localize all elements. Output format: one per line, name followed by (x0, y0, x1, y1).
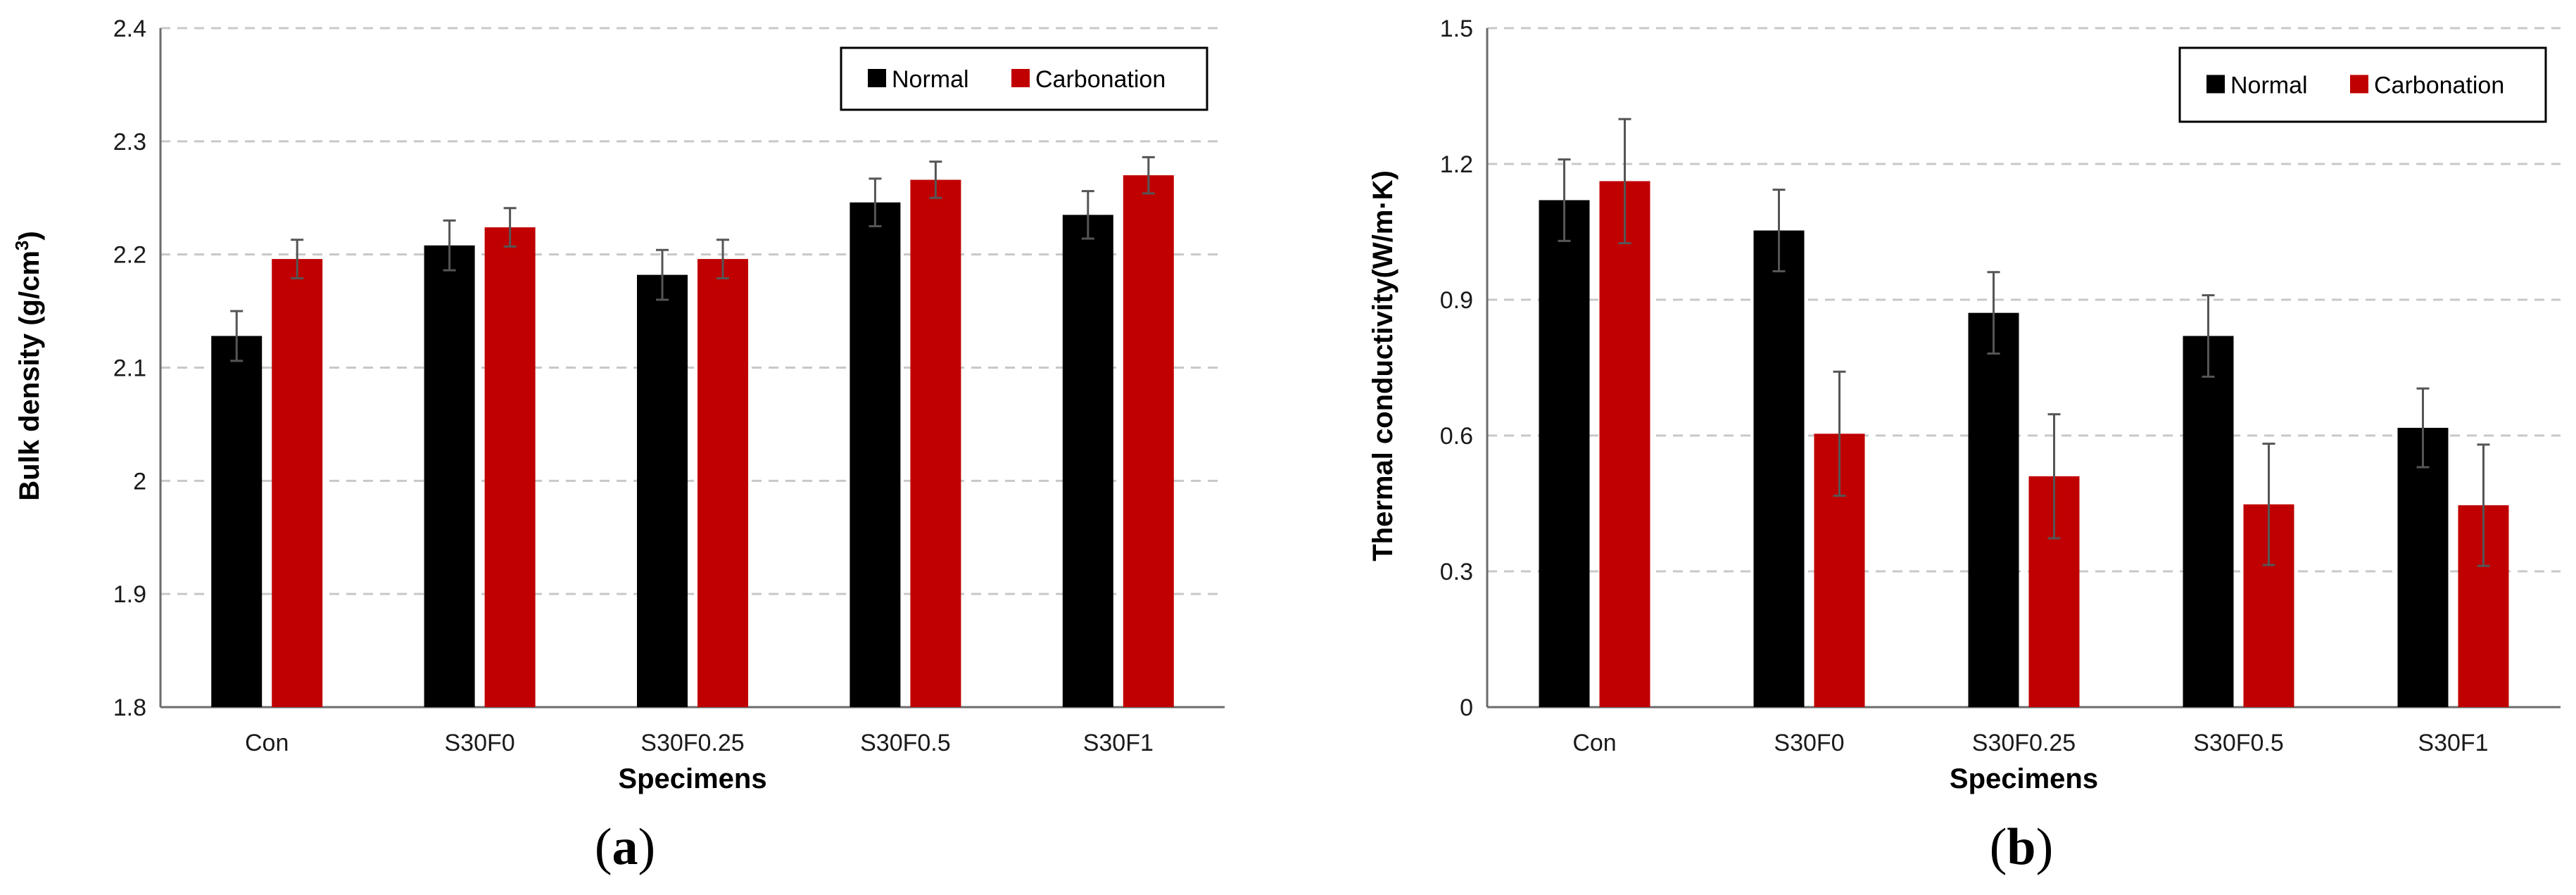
y-tick-label: 2.3 (113, 129, 146, 155)
bar-normal-S30F0 (424, 245, 475, 707)
y-tick-label: 0.9 (1440, 287, 1473, 314)
bar-normal-S30F0 (1753, 230, 1805, 707)
x-tick-label: S30F0 (1774, 730, 1844, 756)
bar-normal-S30F1 (1062, 215, 1113, 707)
bar-carbonation-Con (272, 259, 323, 708)
bar-carbonation-S30F0 (484, 227, 536, 708)
y-tick-label: 1.5 (1440, 15, 1473, 42)
legend-label-normal: Normal (2230, 72, 2308, 99)
bar-normal-Con (211, 336, 263, 707)
bar-normal-S30F0.25 (1968, 312, 2019, 707)
panel-label: (a) (595, 818, 655, 876)
chart-panel-a: 1.8 1.9 2 2.1 2.2 2.3 2.4 Con S30F0 S30F0.25 S30F0… (11, 15, 1225, 876)
panel-label-letter: a (612, 818, 638, 876)
panel-label-close: ) (2036, 818, 2054, 876)
panel-label-open: ( (1990, 818, 2007, 876)
bar-carbonation-S30F0.5 (910, 179, 961, 707)
panel-label: (b) (1990, 818, 2053, 876)
x-tick-label: S30F0.25 (640, 730, 744, 756)
legend-label-carbonation: Carbonation (1035, 66, 1166, 93)
x-tick-label: S30F1 (1083, 730, 1154, 756)
legend-swatch-normal (868, 69, 886, 87)
x-tick-label: S30F0.5 (860, 730, 951, 756)
legend: Normal Carbonation (2178, 46, 2547, 123)
bar-normal-S30F0.5 (2183, 336, 2234, 707)
y-tick-label: 0.6 (1440, 423, 1473, 450)
x-tick-label: S30F0.25 (1972, 730, 2076, 756)
y-tick-label: 0 (1460, 694, 1473, 721)
bar-carbonation-S30F0.25 (697, 259, 748, 708)
x-tick-label: S30F1 (2418, 730, 2488, 756)
legend-swatch-carbonation (1011, 69, 1030, 87)
y-tick-label: 1.8 (113, 694, 146, 721)
bar-normal-S30F0.25 (637, 274, 688, 707)
y-tick-label: 2.2 (113, 242, 146, 269)
legend-swatch-carbonation (2350, 75, 2368, 94)
x-axis-title: Specimens (1950, 763, 2098, 794)
bar-normal-S30F1 (2397, 428, 2449, 707)
legend-swatch-normal (2206, 75, 2225, 94)
panel-label-open: ( (595, 818, 612, 876)
x-tick-label: S30F0.5 (2193, 730, 2284, 756)
x-tick-label: S30F0 (445, 730, 515, 756)
bar-normal-S30F0.5 (850, 202, 901, 707)
y-tick-label: 1.2 (1440, 151, 1473, 178)
y-tick-label: 2.4 (113, 15, 146, 42)
y-axis-title-superscript: 3 (11, 241, 32, 250)
bar-carbonation-Con (1599, 181, 1650, 707)
y-tick-label: 1.9 (113, 581, 146, 608)
y-axis-title-close: ) (14, 231, 45, 240)
panel-label-close: ) (638, 818, 656, 876)
x-axis-title: Specimens (618, 763, 766, 794)
legend: Normal Carbonation (840, 46, 1208, 111)
y-tick-label: 2.1 (113, 355, 146, 382)
y-axis-title-main: Thermal conductivity(W/m·K) (1368, 170, 1399, 561)
y-axis-title-main: Bulk density (g/cm (14, 250, 45, 501)
y-axis-title: Bulk density (g/cm3) (11, 231, 45, 500)
x-tick-label: Con (1572, 730, 1616, 756)
legend-label-normal: Normal (892, 66, 969, 93)
chart-panel-b: 0 0.3 0.6 0.9 1.2 1.5 Con S30F0 S30F0.25 S30F0.5 S… (1368, 15, 2561, 876)
y-tick-label: 0.3 (1440, 559, 1473, 585)
x-tick-label: Con (245, 730, 289, 756)
y-axis-title: Thermal conductivity(W/m·K) (1368, 170, 1399, 561)
panel-label-letter: b (2007, 818, 2035, 876)
legend-label-carbonation: Carbonation (2374, 72, 2504, 99)
y-tick-label: 2 (133, 468, 146, 495)
bar-normal-Con (1539, 200, 1590, 707)
bar-carbonation-S30F1 (1123, 175, 1174, 708)
